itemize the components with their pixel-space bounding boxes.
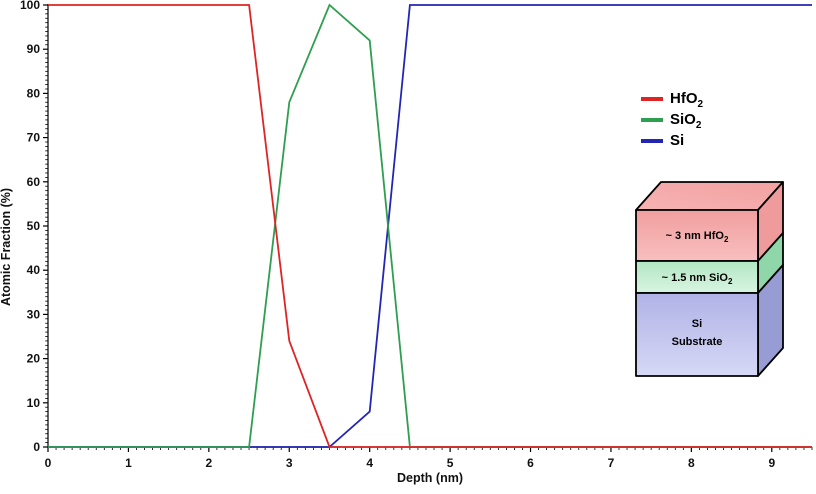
legend-label: Si	[670, 132, 685, 149]
legend-label: HfO2	[670, 90, 704, 110]
y-tick-label: 40	[27, 263, 41, 277]
x-tick-label: 0	[45, 456, 52, 470]
stack-layer-label: ~ 3 nm HfO2	[666, 230, 729, 244]
y-tick-label: 100	[20, 0, 40, 12]
x-tick-label: 3	[286, 456, 293, 470]
legend-swatch	[641, 117, 663, 122]
legend-label: SiO2	[670, 111, 702, 131]
y-tick-label: 0	[33, 440, 40, 454]
x-tick-label: 9	[768, 456, 775, 470]
y-axis-title: Atomic Fraction (%)	[0, 188, 13, 306]
y-tick-label: 10	[27, 396, 41, 410]
x-tick-label: 6	[527, 456, 534, 470]
layer-stack-diagram: ~ 3 nm HfO2 ~ 1.5 nm SiO2 Si Substrate	[635, 181, 784, 377]
stack-layer-label: ~ 1.5 nm SiO2	[662, 272, 733, 286]
y-tick-label: 90	[27, 42, 41, 56]
legend: HfO2 SiO2 Si	[641, 88, 703, 151]
y-tick-label: 50	[27, 219, 41, 233]
stack-layer-label: Substrate	[672, 336, 723, 348]
y-tick-label: 20	[27, 352, 41, 366]
y-tick-label: 30	[27, 307, 41, 321]
x-tick-label: 1	[125, 456, 132, 470]
y-tick-label: 60	[27, 175, 41, 189]
x-tick-label: 2	[205, 456, 212, 470]
y-axis-ticks	[43, 4, 48, 448]
y-tick-label: 80	[27, 86, 41, 100]
legend-item-si: Si	[641, 130, 703, 151]
stack-front-si-substrate-layer	[635, 292, 759, 377]
series-hfo2-line	[48, 4, 812, 448]
x-tick-label: 8	[688, 456, 695, 470]
y-axis-tick-labels: 0 10 20 30 40 50 60 70 80 90 100	[20, 0, 40, 454]
x-axis-title: Depth (nm)	[397, 471, 463, 485]
x-axis-tick-labels: 0 1 2 3 4 5 6 7 8 9	[45, 456, 776, 470]
legend-item-sio2: SiO2	[641, 109, 703, 131]
legend-swatch	[641, 96, 663, 101]
legend-swatch	[641, 138, 663, 143]
x-tick-label: 5	[447, 456, 454, 470]
x-tick-label: 4	[366, 456, 373, 470]
stack-layer-label: Si	[692, 318, 702, 330]
x-tick-label: 7	[608, 456, 615, 470]
legend-item-hfo2: HfO2	[641, 88, 704, 110]
y-tick-label: 70	[27, 131, 41, 145]
